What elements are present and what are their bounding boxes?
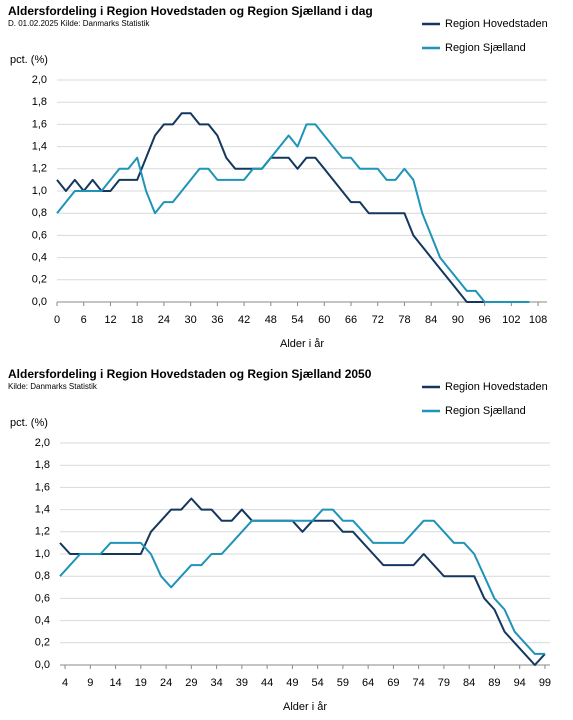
x-tick-label: 29 bbox=[185, 677, 197, 689]
x-tick-label: 74 bbox=[413, 677, 425, 689]
y-tick-label: 0,0 bbox=[35, 659, 50, 671]
x-tick-label: 24 bbox=[158, 314, 170, 326]
y-tick-label: 1,8 bbox=[32, 96, 47, 108]
x-tick-label: 39 bbox=[236, 677, 248, 689]
x-tick-label: 19 bbox=[135, 677, 147, 689]
x-tick-label: 89 bbox=[488, 677, 500, 689]
y-tick-label: 0,4 bbox=[35, 615, 50, 627]
x-tick-label: 108 bbox=[529, 314, 547, 326]
series-line bbox=[56, 112, 530, 303]
y-tick-label: 1,8 bbox=[35, 459, 50, 471]
x-tick-label: 96 bbox=[479, 314, 491, 326]
x-tick-label: 78 bbox=[398, 314, 410, 326]
y-tick-label: 0,8 bbox=[32, 207, 47, 219]
y-tick-label: 1,2 bbox=[35, 526, 50, 538]
y-tick-label: 0,2 bbox=[32, 274, 47, 286]
x-tick-label: 99 bbox=[539, 677, 551, 689]
chart-subtitle: Kilde: Danmarks Statistik bbox=[8, 382, 98, 391]
x-tick-label: 34 bbox=[210, 677, 222, 689]
x-axis-label: Alder i år bbox=[280, 338, 324, 350]
y-tick-label: 2,0 bbox=[35, 437, 50, 449]
y-tick-label: 1,2 bbox=[32, 163, 47, 175]
x-tick-label: 18 bbox=[131, 314, 143, 326]
x-tick-label: 60 bbox=[318, 314, 330, 326]
y-tick-label: 1,0 bbox=[35, 548, 50, 560]
x-tick-label: 14 bbox=[109, 677, 121, 689]
legend-label: Region Sjælland bbox=[445, 42, 526, 54]
x-tick-label: 84 bbox=[425, 314, 437, 326]
x-tick-label: 54 bbox=[291, 314, 303, 326]
x-tick-label: 54 bbox=[312, 677, 324, 689]
legend-label: Region Hovedstaden bbox=[445, 18, 548, 30]
x-tick-label: 24 bbox=[160, 677, 172, 689]
x-tick-label: 4 bbox=[62, 677, 68, 689]
x-tick-label: 84 bbox=[463, 677, 475, 689]
chart-title: Aldersfordeling i Region Hovedstaden og … bbox=[8, 367, 372, 381]
x-tick-label: 49 bbox=[286, 677, 298, 689]
y-tick-label: 1,0 bbox=[32, 185, 47, 197]
x-tick-label: 6 bbox=[81, 314, 87, 326]
chart-subtitle: D. 01.02.2025 Kilde: Danmarks Statistik bbox=[8, 19, 150, 28]
series-line bbox=[56, 123, 530, 303]
y-tick-label: 1,4 bbox=[35, 504, 50, 516]
y-axis-label: pct. (%) bbox=[10, 417, 48, 429]
legend-label: Region Sjælland bbox=[445, 405, 526, 417]
y-tick-label: 0,6 bbox=[32, 229, 47, 241]
x-tick-label: 48 bbox=[265, 314, 277, 326]
chart-title: Aldersfordeling i Region Hovedstaden og … bbox=[8, 4, 373, 18]
legend-label: Region Hovedstaden bbox=[445, 381, 548, 393]
x-tick-label: 64 bbox=[362, 677, 374, 689]
y-tick-label: 1,6 bbox=[35, 481, 50, 493]
x-tick-label: 36 bbox=[211, 314, 223, 326]
x-tick-label: 42 bbox=[238, 314, 250, 326]
x-tick-label: 90 bbox=[452, 314, 464, 326]
series-line bbox=[59, 508, 545, 655]
y-tick-label: 1,6 bbox=[32, 118, 47, 130]
x-tick-label: 0 bbox=[54, 314, 60, 326]
x-tick-label: 12 bbox=[104, 314, 116, 326]
x-axis-label: Alder i år bbox=[283, 701, 327, 713]
x-tick-label: 9 bbox=[87, 677, 93, 689]
y-tick-label: 0,8 bbox=[35, 570, 50, 582]
x-tick-label: 79 bbox=[438, 677, 450, 689]
x-tick-label: 72 bbox=[372, 314, 384, 326]
x-tick-label: 59 bbox=[337, 677, 349, 689]
x-tick-label: 30 bbox=[185, 314, 197, 326]
x-tick-label: 102 bbox=[502, 314, 520, 326]
y-tick-label: 1,4 bbox=[32, 141, 47, 153]
y-tick-label: 0,0 bbox=[32, 296, 47, 308]
x-tick-label: 66 bbox=[345, 314, 357, 326]
x-tick-label: 44 bbox=[261, 677, 273, 689]
x-tick-label: 69 bbox=[387, 677, 399, 689]
y-tick-label: 2,0 bbox=[32, 74, 47, 86]
x-tick-label: 94 bbox=[514, 677, 526, 689]
y-tick-label: 0,4 bbox=[32, 252, 47, 264]
series-line bbox=[59, 497, 546, 666]
y-axis-label: pct. (%) bbox=[10, 54, 48, 66]
y-tick-label: 0,2 bbox=[35, 637, 50, 649]
y-tick-label: 0,6 bbox=[35, 592, 50, 604]
